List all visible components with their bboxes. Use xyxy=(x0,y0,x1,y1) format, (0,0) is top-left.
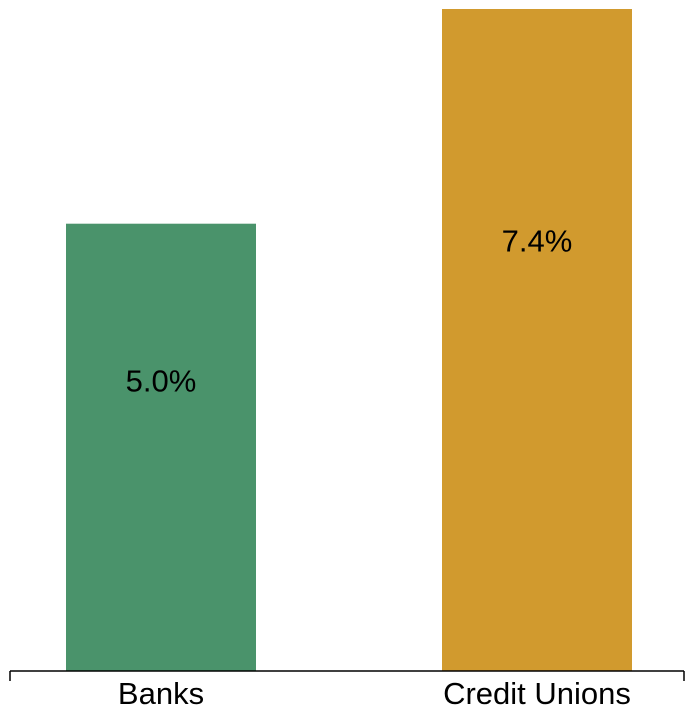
x-tick-label-credit-unions: Credit Unions xyxy=(443,676,631,710)
bar-credit-unions xyxy=(442,9,632,671)
bar-banks xyxy=(66,223,256,671)
data-label-banks: 5.0% xyxy=(126,363,197,398)
data-label-credit-unions: 7.4% xyxy=(502,224,573,259)
bars-group xyxy=(66,9,632,671)
x-tick-labels-group: Banks Credit Unions xyxy=(118,676,631,710)
data-labels-group: 5.0% 7.4% xyxy=(126,224,573,399)
x-tick-label-banks: Banks xyxy=(118,676,204,710)
